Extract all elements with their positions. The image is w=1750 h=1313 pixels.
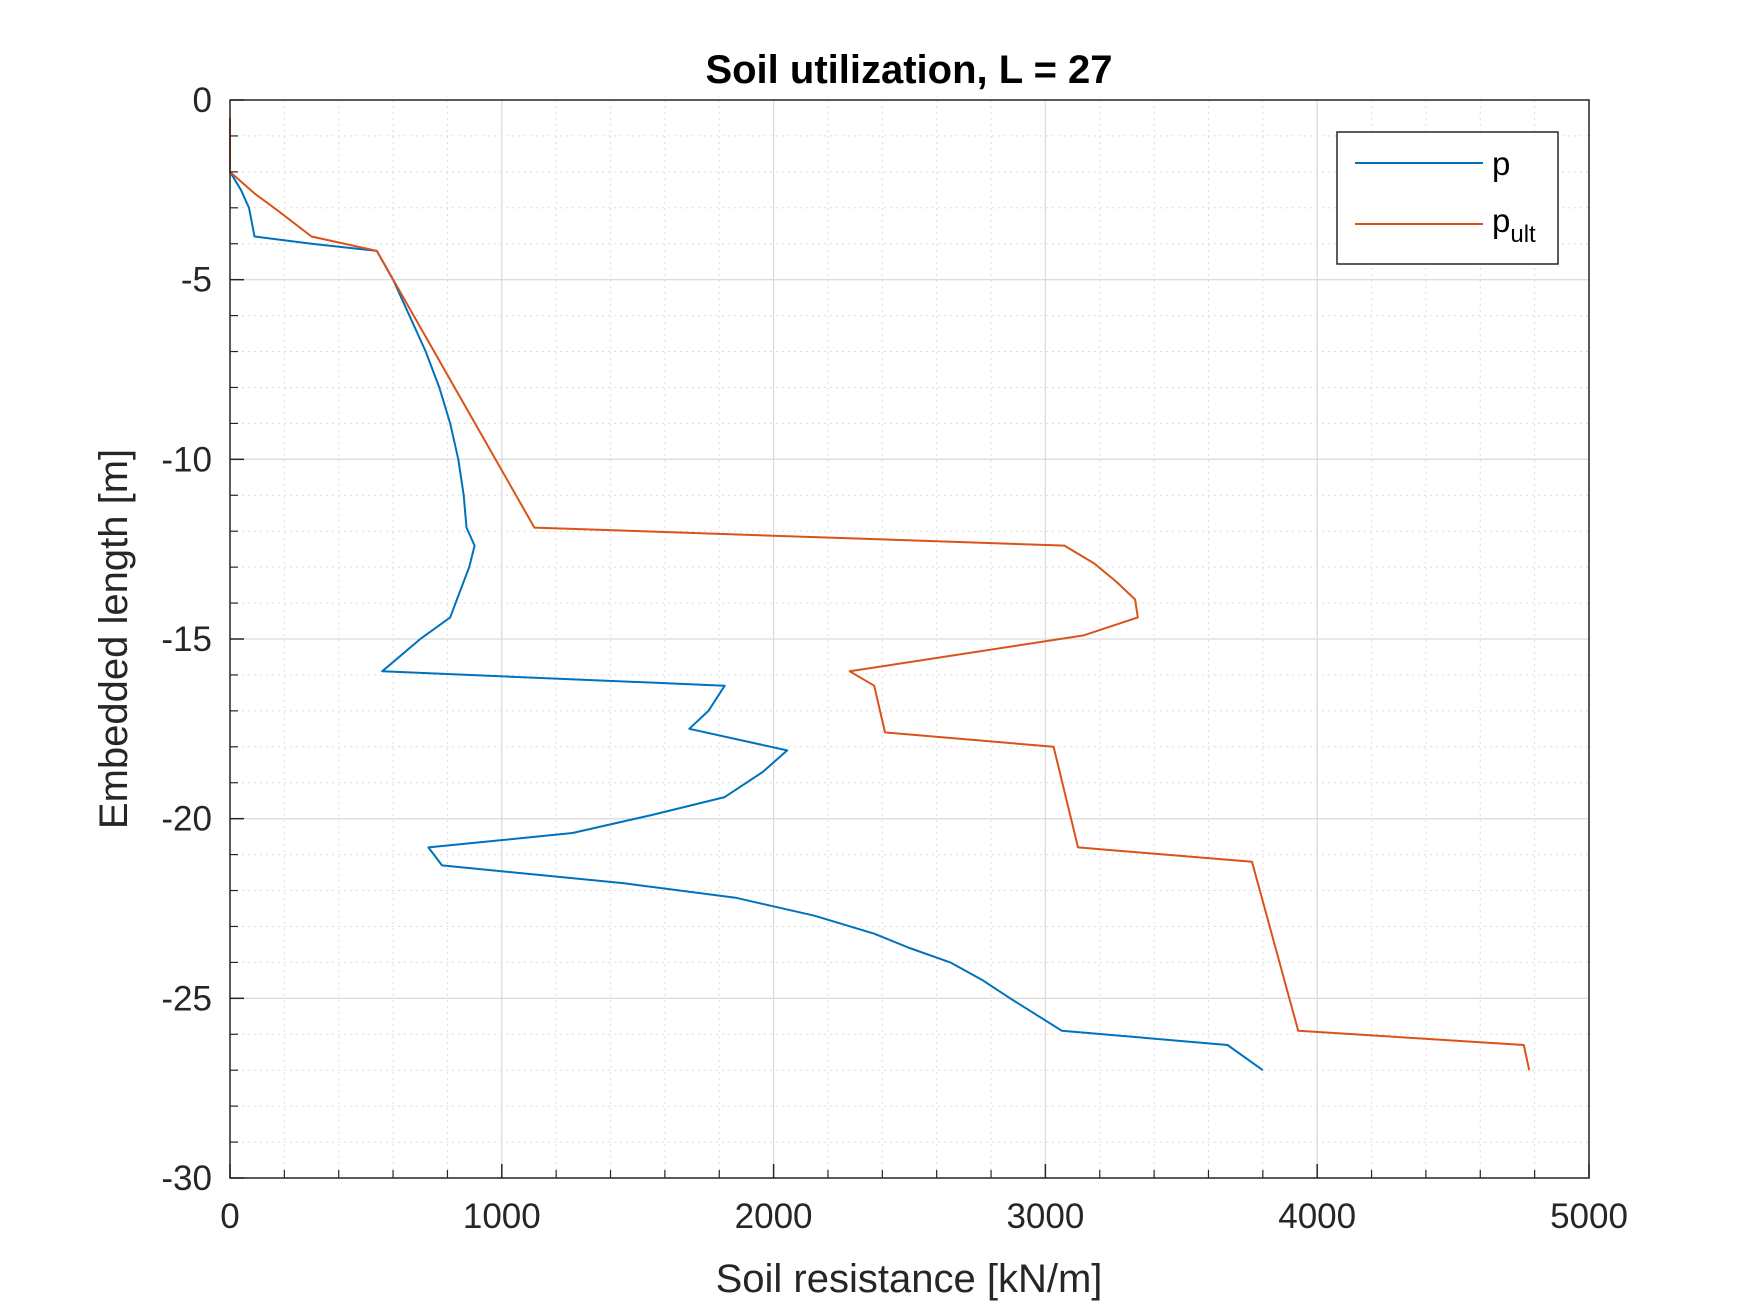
legend-label-pult-main: p xyxy=(1492,202,1510,239)
x-tick-label: 2000 xyxy=(735,1197,813,1236)
tick-marks xyxy=(229,99,1590,1179)
y-tick-label: -30 xyxy=(161,1159,212,1198)
x-tick-labels: 0 1000 2000 3000 4000 5000 xyxy=(220,1197,1628,1236)
chart-title: Soil utilization, L = 27 xyxy=(705,48,1112,92)
y-tick-label: 0 xyxy=(193,81,212,120)
y-tick-label: -20 xyxy=(161,800,212,839)
y-tick-label: -15 xyxy=(161,620,212,659)
minor-grid xyxy=(230,100,1589,1178)
series-layer xyxy=(229,118,1531,1072)
y-axis-label: Embedded length [m] xyxy=(92,449,136,829)
legend: p pult xyxy=(1336,131,1559,265)
x-tick-label: 3000 xyxy=(1006,1197,1084,1236)
series-line-p xyxy=(229,171,1264,1072)
x-axis-label: Soil resistance [kN/m] xyxy=(716,1257,1103,1301)
x-tick-label: 4000 xyxy=(1278,1197,1356,1236)
y-tick-label: -10 xyxy=(161,440,212,479)
legend-box xyxy=(1336,131,1559,265)
y-tick-labels: 0 -5 -10 -15 -20 -25 -30 xyxy=(161,81,212,1198)
legend-label-p-main: p xyxy=(1492,145,1510,182)
y-tick-label: -5 xyxy=(181,261,212,300)
x-tick-label: 0 xyxy=(220,1197,239,1236)
y-tick-label: -25 xyxy=(161,979,212,1018)
legend-label-pult: pult xyxy=(1492,202,1536,248)
legend-label-p: p xyxy=(1492,145,1510,182)
x-tick-label: 5000 xyxy=(1550,1197,1628,1236)
x-tick-label: 1000 xyxy=(463,1197,541,1236)
series-line-p-ult xyxy=(229,118,1531,1071)
legend-label-pult-sub: ult xyxy=(1510,221,1536,248)
